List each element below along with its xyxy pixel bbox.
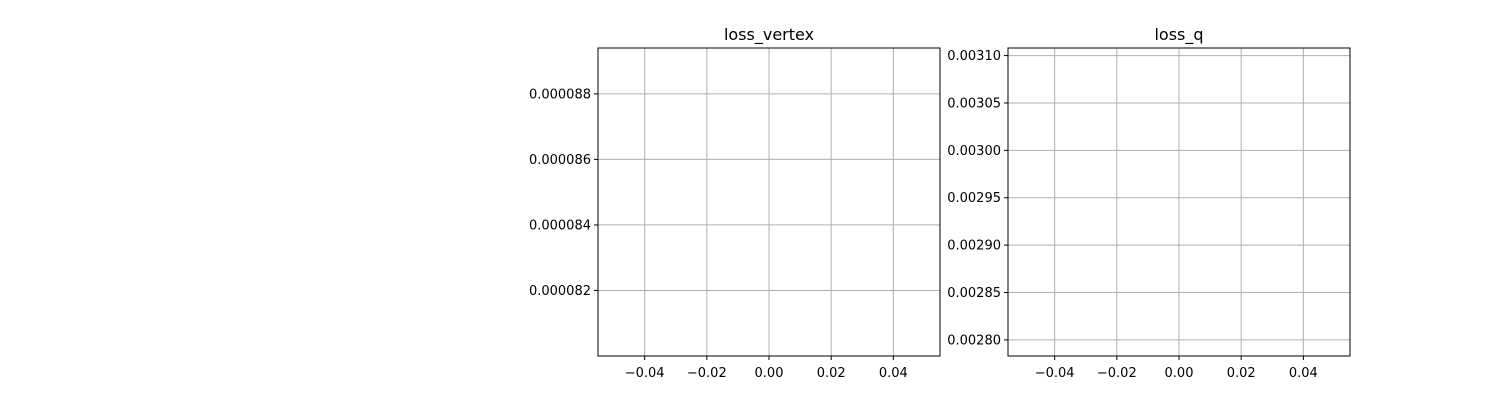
y-tick-label: 0.00310 — [947, 49, 1001, 64]
x-tick-label: 0.04 — [879, 366, 908, 381]
y-tick-label: 0.00285 — [947, 286, 1001, 301]
x-tick-label: 0.02 — [1227, 366, 1256, 381]
grid — [598, 48, 940, 356]
chart-loss-vertex: loss_vertex −0.04 −0.02 0.00 0.02 0.04 0.000… — [529, 25, 941, 381]
y-tick-label: 0.00300 — [947, 144, 1001, 159]
x-tick-label: −0.04 — [1035, 366, 1075, 381]
y-tick-label: 0.00305 — [947, 96, 1001, 111]
chart-title: loss_vertex — [724, 25, 814, 45]
y-tick-label: 0.00295 — [947, 191, 1001, 206]
grid — [1008, 48, 1350, 356]
x-axis: −0.04 −0.02 0.00 0.02 0.04 — [1035, 356, 1318, 381]
y-tick-label: 0.000084 — [529, 218, 591, 233]
y-axis: 0.000082 0.000084 0.000086 0.000088 — [529, 87, 598, 299]
y-axis: 0.00280 0.00285 0.00290 0.00295 0.00300 0.003… — [947, 49, 1008, 348]
x-axis: −0.04 −0.02 0.00 0.02 0.04 — [625, 356, 908, 381]
x-tick-label: −0.04 — [625, 366, 665, 381]
x-tick-label: 0.04 — [1289, 366, 1318, 381]
chart-title: loss_q — [1154, 25, 1203, 45]
chart-loss-q: loss_q −0.04 −0.02 0.00 0.02 0.04 0.002800.0… — [947, 25, 1351, 381]
y-tick-label: 0.00280 — [947, 333, 1001, 348]
y-tick-label: 0.000086 — [529, 153, 591, 168]
x-tick-label: −0.02 — [687, 366, 727, 381]
x-tick-label: 0.02 — [817, 366, 846, 381]
x-tick-label: 0.00 — [1165, 366, 1194, 381]
x-tick-label: 0.00 — [755, 366, 784, 381]
y-tick-label: 0.00290 — [947, 239, 1001, 254]
x-tick-label: −0.02 — [1097, 366, 1137, 381]
y-tick-label: 0.000082 — [529, 284, 591, 299]
y-tick-label: 0.000088 — [529, 87, 591, 102]
